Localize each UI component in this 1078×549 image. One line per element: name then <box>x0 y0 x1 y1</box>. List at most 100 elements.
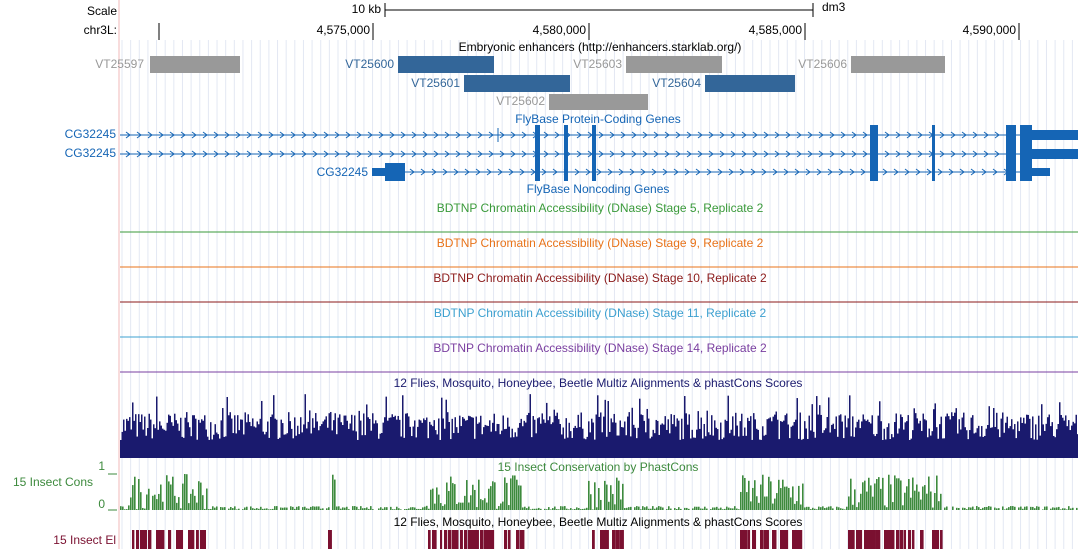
wiggle-bar <box>529 394 531 458</box>
wiggle-bar <box>1012 506 1014 510</box>
wiggle-bar <box>358 410 360 458</box>
wiggle-bar <box>415 437 417 458</box>
wiggle-bar <box>891 434 893 458</box>
wiggle-bar <box>812 507 814 510</box>
wiggle-bar <box>457 432 459 458</box>
wiggle-bar <box>564 506 566 510</box>
wiggle-bar <box>988 506 990 510</box>
wiggle-bar <box>291 428 293 458</box>
wiggle-bar <box>850 478 852 510</box>
wiggle-bar <box>289 421 291 458</box>
strand-arrow <box>422 150 428 158</box>
strand-arrow <box>983 131 989 139</box>
wiggle-bar <box>520 485 522 510</box>
wiggle-bar <box>124 430 126 458</box>
wiggle-bar <box>318 430 320 458</box>
wiggle-bar <box>544 508 546 510</box>
wiggle-bar <box>610 485 612 510</box>
wiggle-bar <box>849 395 851 458</box>
strand-arrow <box>884 131 890 139</box>
wiggle-bar <box>582 428 584 458</box>
element-bar <box>140 530 145 549</box>
wiggle-bar <box>441 397 443 458</box>
wiggle-bar <box>670 414 672 458</box>
wiggle-bar <box>842 508 844 510</box>
wiggle-bar <box>831 424 833 458</box>
wiggle-bar <box>968 507 970 510</box>
wiggle-bar <box>508 426 510 458</box>
wiggle-bar <box>828 397 830 458</box>
strand-arrow <box>389 150 395 158</box>
wiggle-bar <box>598 416 600 458</box>
element-bar <box>448 530 452 549</box>
wiggle-bar <box>399 419 401 458</box>
strand-arrow <box>257 150 263 158</box>
exon <box>1006 125 1016 145</box>
strand-arrow <box>972 131 978 139</box>
enhancer <box>150 56 240 73</box>
wiggle-bar <box>165 430 167 458</box>
wiggle-bar <box>525 422 527 458</box>
wiggle-bar <box>524 506 526 510</box>
wiggle-bar <box>921 431 923 458</box>
exon <box>1032 130 1078 140</box>
element-bar <box>180 530 184 549</box>
wiggle-bar <box>744 427 746 458</box>
wiggle-bar <box>658 434 660 458</box>
wiggle-bar <box>933 409 935 458</box>
strand-arrow <box>125 131 131 139</box>
wiggle-bar <box>961 417 963 458</box>
wiggle-bar <box>234 415 236 458</box>
wiggle-bar <box>489 420 491 458</box>
strand-arrow <box>499 150 505 158</box>
strand-arrow <box>169 150 175 158</box>
wiggle-bar <box>862 482 864 510</box>
wiggle-bar <box>241 419 243 458</box>
wiggle-bar <box>853 436 855 458</box>
wiggle-bar <box>363 413 365 458</box>
wiggle-bar <box>120 439 122 458</box>
wiggle-bar <box>688 414 690 458</box>
strand-arrow <box>983 150 989 158</box>
wiggle-bar <box>498 506 500 510</box>
wiggle-bar <box>258 424 260 458</box>
wiggle-bar <box>153 424 155 458</box>
wiggle-bar <box>912 430 914 458</box>
wiggle-bar <box>828 506 830 510</box>
strand-arrow <box>497 168 503 176</box>
wiggle-bar <box>819 405 821 458</box>
strand-arrow <box>290 150 296 158</box>
wiggle-bar <box>1008 507 1010 510</box>
wiggle-bar <box>717 429 719 458</box>
wiggle-bar <box>660 424 662 458</box>
strand-arrow <box>939 150 945 158</box>
wiggle-bar <box>637 427 639 458</box>
track-title: 12 Flies, Mosquito, Honeybee, Beetle Mul… <box>394 376 803 390</box>
wiggle-bar <box>596 507 598 510</box>
wiggle-bar <box>960 429 962 458</box>
wiggle-bar <box>994 426 996 458</box>
wiggle-bar <box>1048 414 1050 458</box>
wiggle-bar <box>348 428 350 458</box>
wiggle-bar <box>656 507 658 510</box>
wiggle-bar <box>625 435 627 458</box>
wiggle-bar <box>255 427 257 458</box>
wiggle-bar <box>759 439 761 458</box>
strand-arrow <box>829 150 835 158</box>
wiggle-bar <box>974 509 976 510</box>
wiggle-bar <box>903 429 905 458</box>
wiggle-bar <box>144 416 146 458</box>
wiggle-bar <box>226 396 228 458</box>
exon <box>564 144 568 164</box>
strand-arrow <box>400 131 406 139</box>
wiggle-bar <box>798 485 800 510</box>
wiggle-bar <box>136 436 138 458</box>
wiggle-bar <box>434 503 436 510</box>
wiggle-bar <box>606 484 608 510</box>
wiggle-bar <box>328 413 330 458</box>
wiggle-bar <box>1033 439 1035 458</box>
strand-arrow <box>125 150 131 158</box>
wiggle-bar <box>643 420 645 458</box>
wiggle-bar <box>265 431 267 458</box>
wiggle-bar <box>824 508 826 510</box>
